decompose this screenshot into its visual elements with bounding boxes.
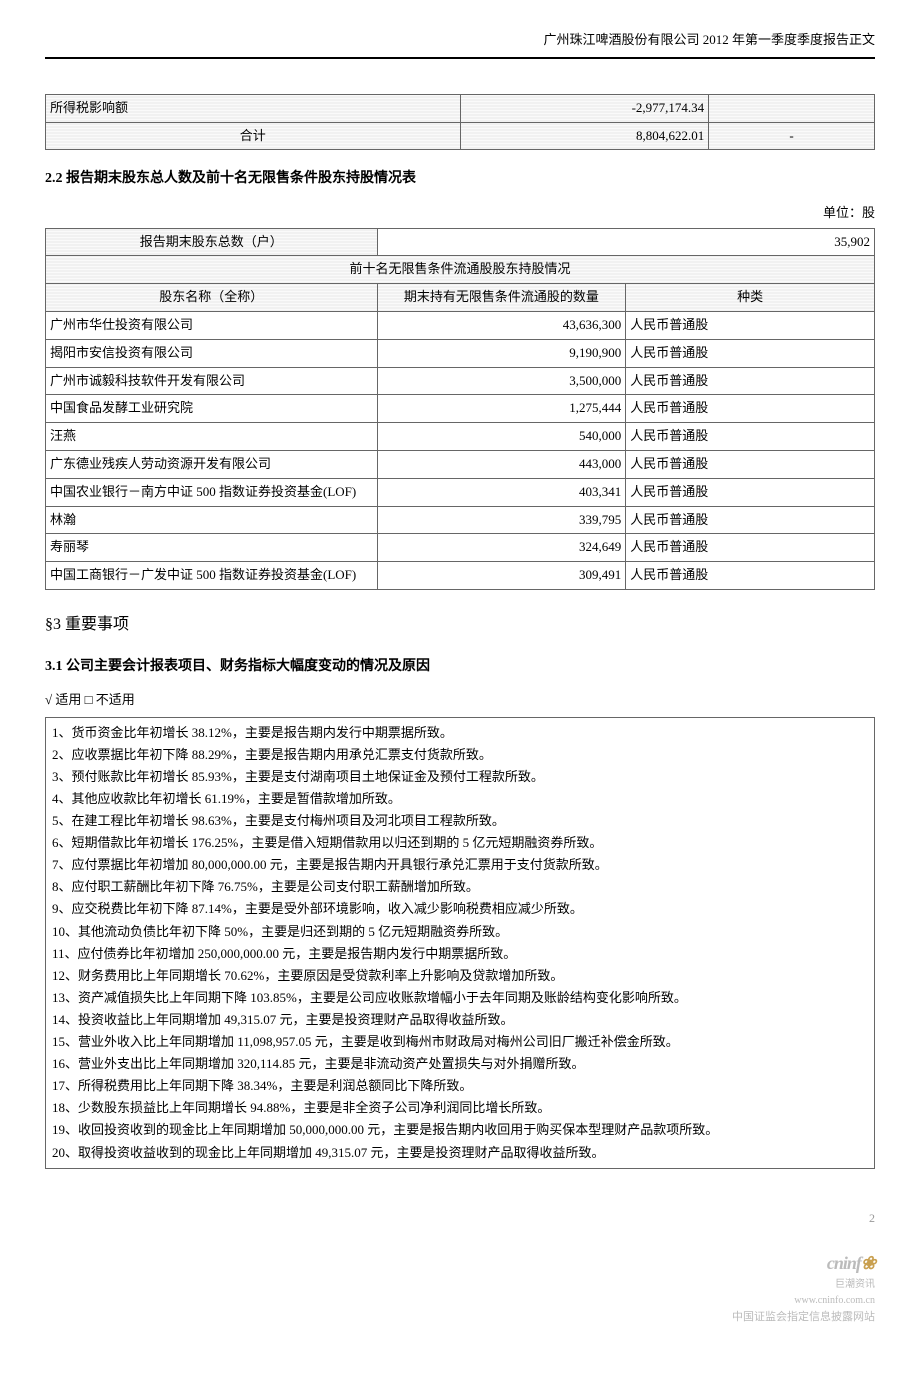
shareholder-qty: 309,491: [377, 562, 626, 590]
swirl-icon: ❀: [861, 1253, 875, 1273]
shareholder-qty: 9,190,900: [377, 339, 626, 367]
table-row: 揭阳市安信投资有限公司9,190,900人民币普通股: [46, 339, 875, 367]
table-row: 中国工商银行－广发中证 500 指数证券投资基金(LOF)309,491人民币普…: [46, 562, 875, 590]
footer-logo-text: cninf: [827, 1253, 861, 1273]
top10-header: 前十名无限售条件流通股股东持股情况: [46, 256, 875, 284]
shareholder-qty: 3,500,000: [377, 367, 626, 395]
shareholder-type: 人民币普通股: [626, 534, 875, 562]
page-header: 广州珠江啤酒股份有限公司 2012 年第一季度季度报告正文: [45, 30, 875, 59]
reason-line: 13、资产减值损失比上年同期下降 103.85%，主要是公司应收账款增幅小于去年…: [52, 987, 868, 1009]
reason-line: 4、其他应收款比年初增长 61.19%，主要是暂借款增加所致。: [52, 788, 868, 810]
shareholder-type: 人民币普通股: [626, 339, 875, 367]
shareholder-name: 广东德业残疾人劳动资源开发有限公司: [46, 450, 378, 478]
unit-label: 单位：股: [45, 203, 875, 224]
apply-line: √ 适用 □ 不适用: [45, 690, 875, 711]
shareholder-name: 寿丽琴: [46, 534, 378, 562]
page-footer: 2 cninf❀ 巨潮资讯 www.cninfo.com.cn 中国证监会指定信…: [45, 1249, 875, 1327]
shareholders-table: 报告期末股东总数（户） 35,902 前十名无限售条件流通股股东持股情况 股东名…: [45, 228, 875, 590]
table-row: 寿丽琴324,649人民币普通股: [46, 534, 875, 562]
reason-line: 8、应付职工薪酬比年初下降 76.75%，主要是公司支付职工薪酬增加所致。: [52, 876, 868, 898]
shareholder-type: 人民币普通股: [626, 311, 875, 339]
shareholder-type: 人民币普通股: [626, 423, 875, 451]
page-number: 2: [869, 1209, 875, 1228]
reason-line: 3、预付账款比年初增长 85.93%，主要是支付湖南项目土地保证金及预付工程款所…: [52, 766, 868, 788]
tax-summary-table: 所得税影响额 -2,977,174.34 合计 8,804,622.01 -: [45, 94, 875, 151]
shareholder-qty: 339,795: [377, 506, 626, 534]
header-text: 广州珠江啤酒股份有限公司 2012 年第一季度季度报告正文: [543, 32, 875, 47]
table-row: 前十名无限售条件流通股股东持股情况: [46, 256, 875, 284]
table-row: 中国农业银行－南方中证 500 指数证券投资基金(LOF)403,341人民币普…: [46, 478, 875, 506]
shareholder-qty: 540,000: [377, 423, 626, 451]
reason-line: 7、应付票据比年初增加 80,000,000.00 元，主要是报告期内开具银行承…: [52, 854, 868, 876]
shareholder-name: 揭阳市安信投资有限公司: [46, 339, 378, 367]
total-shareholders-value: 35,902: [377, 228, 874, 256]
shareholder-qty: 443,000: [377, 450, 626, 478]
table-row: 股东名称（全称） 期末持有无限售条件流通股的数量 种类: [46, 284, 875, 312]
reason-line: 18、少数股东损益比上年同期增长 94.88%，主要是非全资子公司净利润同比增长…: [52, 1097, 868, 1119]
col-header-qty: 期末持有无限售条件流通股的数量: [377, 284, 626, 312]
reason-line: 12、财务费用比上年同期增长 70.62%，主要原因是受贷款利率上升影响及贷款增…: [52, 965, 868, 987]
footer-logo-sub: 巨潮资讯: [45, 1277, 875, 1293]
table-row: 广州市诚毅科技软件开发有限公司3,500,000人民币普通股: [46, 367, 875, 395]
col-header-type: 种类: [626, 284, 875, 312]
shareholder-name: 中国食品发酵工业研究院: [46, 395, 378, 423]
tax-row-extra: [709, 94, 875, 122]
table-row: 广东德业残疾人劳动资源开发有限公司443,000人民币普通股: [46, 450, 875, 478]
reason-line: 11、应付债券比年初增加 250,000,000.00 元，主要是报告期内发行中…: [52, 943, 868, 965]
shareholder-name: 广州市华仕投资有限公司: [46, 311, 378, 339]
total-value: 8,804,622.01: [460, 122, 709, 150]
shareholder-type: 人民币普通股: [626, 506, 875, 534]
shareholder-name: 中国工商银行－广发中证 500 指数证券投资基金(LOF): [46, 562, 378, 590]
section-3-1-title: 3.1 公司主要会计报表项目、财务指标大幅度变动的情况及原因: [45, 656, 875, 678]
table-row: 广州市华仕投资有限公司43,636,300人民币普通股: [46, 311, 875, 339]
table-row: 合计 8,804,622.01 -: [46, 122, 875, 150]
shareholder-qty: 403,341: [377, 478, 626, 506]
total-label: 合计: [46, 122, 461, 150]
shareholder-qty: 1,275,444: [377, 395, 626, 423]
reason-line: 14、投资收益比上年同期增加 49,315.07 元，主要是投资理财产品取得收益…: [52, 1009, 868, 1031]
table-row: 中国食品发酵工业研究院1,275,444人民币普通股: [46, 395, 875, 423]
shareholder-name: 汪燕: [46, 423, 378, 451]
tax-row-label: 所得税影响额: [46, 94, 461, 122]
shareholder-type: 人民币普通股: [626, 478, 875, 506]
reason-line: 2、应收票据比年初下降 88.29%，主要是报告期内用承兑汇票支付货款所致。: [52, 744, 868, 766]
table-row: 汪燕540,000人民币普通股: [46, 423, 875, 451]
shareholder-qty: 324,649: [377, 534, 626, 562]
total-shareholders-label: 报告期末股东总数（户）: [46, 228, 378, 256]
col-header-name: 股东名称（全称）: [46, 284, 378, 312]
section-3-heading: §3 重要事项: [45, 612, 875, 638]
shareholder-type: 人民币普通股: [626, 367, 875, 395]
reason-line: 17、所得税费用比上年同期下降 38.34%，主要是利润总额同比下降所致。: [52, 1075, 868, 1097]
footer-logo: cninf❀: [45, 1249, 875, 1278]
reason-line: 5、在建工程比年初增长 98.63%，主要是支付梅州项目及河北项目工程款所致。: [52, 810, 868, 832]
footer-desc: 中国证监会指定信息披露网站: [45, 1309, 875, 1327]
table-row: 所得税影响额 -2,977,174.34: [46, 94, 875, 122]
total-extra: -: [709, 122, 875, 150]
table-row: 林瀚339,795人民币普通股: [46, 506, 875, 534]
reason-line: 19、收回投资收到的现金比上年同期增加 50,000,000.00 元，主要是报…: [52, 1119, 868, 1141]
reasons-box: 1、货币资金比年初增长 38.12%，主要是报告期内发行中期票据所致。2、应收票…: [45, 717, 875, 1169]
reason-line: 9、应交税费比年初下降 87.14%，主要是受外部环境影响，收入减少影响税费相应…: [52, 898, 868, 920]
reason-line: 6、短期借款比年初增长 176.25%，主要是借入短期借款用以归还到期的 5 亿…: [52, 832, 868, 854]
footer-url: www.cninfo.com.cn: [45, 1293, 875, 1309]
shareholder-type: 人民币普通股: [626, 450, 875, 478]
tax-row-value: -2,977,174.34: [460, 94, 709, 122]
section-2-2-title: 2.2 报告期末股东总人数及前十名无限售条件股东持股情况表: [45, 168, 875, 190]
table-row: 报告期末股东总数（户） 35,902: [46, 228, 875, 256]
shareholder-name: 林瀚: [46, 506, 378, 534]
shareholder-name: 广州市诚毅科技软件开发有限公司: [46, 367, 378, 395]
reason-line: 20、取得投资收益收到的现金比上年同期增加 49,315.07 元，主要是投资理…: [52, 1142, 868, 1164]
shareholder-qty: 43,636,300: [377, 311, 626, 339]
reason-line: 16、营业外支出比上年同期增加 320,114.85 元，主要是非流动资产处置损…: [52, 1053, 868, 1075]
shareholder-type: 人民币普通股: [626, 395, 875, 423]
reason-line: 10、其他流动负债比年初下降 50%，主要是归还到期的 5 亿元短期融资券所致。: [52, 921, 868, 943]
shareholder-type: 人民币普通股: [626, 562, 875, 590]
reason-line: 1、货币资金比年初增长 38.12%，主要是报告期内发行中期票据所致。: [52, 722, 868, 744]
shareholder-name: 中国农业银行－南方中证 500 指数证券投资基金(LOF): [46, 478, 378, 506]
reason-line: 15、营业外收入比上年同期增加 11,098,957.05 元，主要是收到梅州市…: [52, 1031, 868, 1053]
